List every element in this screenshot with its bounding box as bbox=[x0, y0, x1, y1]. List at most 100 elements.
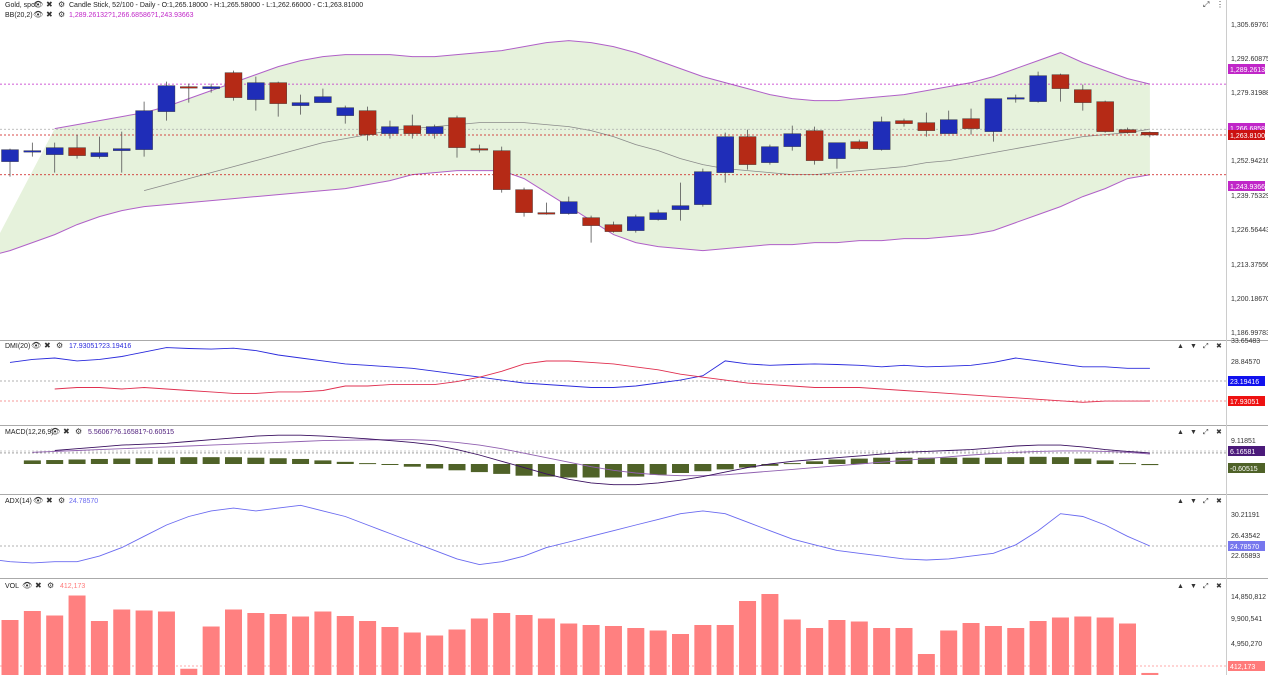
candle-body bbox=[224, 72, 243, 98]
macd-histogram-bar bbox=[68, 459, 86, 464]
volume-bar bbox=[1051, 617, 1069, 675]
axis-tick-label: 26.43542 bbox=[1231, 533, 1260, 540]
expand-icon[interactable]: ⤢ bbox=[1202, 0, 1209, 9]
pane-up-icon[interactable]: ▲ bbox=[1177, 583, 1184, 590]
eye-icon[interactable]: 👁 bbox=[33, 10, 43, 19]
macd-histogram-bar bbox=[604, 464, 622, 478]
candle-body bbox=[269, 82, 287, 104]
close-icon[interactable]: ✖ bbox=[46, 496, 53, 505]
pane-down-icon[interactable]: ▼ bbox=[1190, 583, 1197, 590]
volume-bar bbox=[984, 626, 1002, 675]
macd-histogram-bar bbox=[336, 461, 354, 464]
macd-histogram-bar bbox=[493, 464, 511, 474]
candle-body bbox=[202, 86, 220, 89]
close-icon[interactable]: ✖ bbox=[1216, 429, 1222, 436]
close-icon[interactable]: ✖ bbox=[46, 0, 53, 9]
macd-histogram-bar bbox=[1119, 463, 1136, 465]
gear-icon[interactable]: ⚙ bbox=[58, 0, 65, 9]
pane-controls: ▲ ▼ ⤢ ✖ ▲ ▼ ⤢ ✖ ▲ ▼ ⤢ ✖ ▲ ▼ ⤢ ✖ bbox=[1177, 343, 1222, 590]
eye-icon[interactable]: 👁 bbox=[33, 496, 43, 505]
macd-histogram-bar bbox=[1096, 460, 1114, 464]
candle-body bbox=[180, 86, 198, 89]
gear-icon[interactable]: ⚙ bbox=[58, 496, 65, 505]
candle-body bbox=[448, 117, 466, 148]
macd-histogram-bar bbox=[292, 458, 310, 464]
bb-label: BB(20,2) bbox=[5, 12, 33, 19]
volume-bar bbox=[582, 625, 600, 675]
dmi-plus-line bbox=[9, 347, 1150, 388]
dmi-pane[interactable] bbox=[0, 347, 1226, 403]
candle-body bbox=[761, 146, 779, 163]
gear-icon[interactable]: ⚙ bbox=[47, 581, 54, 590]
close-icon[interactable]: ✖ bbox=[46, 10, 53, 19]
volume-bar bbox=[850, 621, 868, 675]
macd-values: 5.56067?6.16581?-0.60515 bbox=[88, 429, 174, 436]
volume-bar bbox=[202, 626, 220, 675]
macd-histogram-bar bbox=[828, 459, 846, 464]
main-pane[interactable] bbox=[0, 40, 1226, 257]
gear-icon[interactable]: ⚙ bbox=[58, 10, 65, 19]
eye-icon[interactable]: 👁 bbox=[50, 427, 60, 436]
pane-up-icon[interactable]: ▲ bbox=[1177, 498, 1184, 505]
close-icon[interactable]: ✖ bbox=[1216, 343, 1222, 350]
pane-down-icon[interactable]: ▼ bbox=[1190, 429, 1197, 436]
pane-down-icon[interactable]: ▼ bbox=[1190, 343, 1197, 350]
volume-pane[interactable] bbox=[0, 594, 1226, 675]
macd-histogram-bar bbox=[1051, 457, 1069, 464]
eye-icon[interactable]: 👁 bbox=[33, 0, 43, 9]
candle-body bbox=[716, 136, 734, 173]
volume-bar bbox=[828, 620, 846, 675]
macd-histogram-bar bbox=[90, 458, 108, 464]
axis-price-badge-text: 1,243.93663 bbox=[1230, 184, 1268, 191]
gear-icon[interactable]: ⚙ bbox=[75, 427, 82, 436]
price-axis: 1,305.69761 1,292.60875 1,279.31988 1,252.9… bbox=[1228, 22, 1268, 671]
expand-icon[interactable]: ⤢ bbox=[1203, 343, 1209, 350]
candle-body bbox=[1141, 132, 1159, 136]
candle-body bbox=[493, 150, 511, 190]
pane-up-icon[interactable]: ▲ bbox=[1177, 429, 1184, 436]
close-icon[interactable]: ✖ bbox=[63, 427, 70, 436]
candle-body bbox=[694, 171, 712, 205]
pane-up-icon[interactable]: ▲ bbox=[1177, 343, 1184, 350]
volume-bar bbox=[1141, 672, 1159, 675]
volume-bar bbox=[135, 610, 153, 675]
macd-histogram-bar bbox=[537, 464, 555, 477]
pane-down-icon[interactable]: ▼ bbox=[1190, 498, 1197, 505]
dmi-minus-line bbox=[54, 360, 1150, 403]
macd-histogram-bar bbox=[716, 464, 734, 470]
macd-histogram-bar bbox=[917, 457, 935, 464]
macd-line bbox=[54, 434, 1150, 486]
volume-bar bbox=[806, 628, 824, 675]
dmi-legend: DMI(20) 👁 ✖ ⚙ 17.93051?23.19416 bbox=[5, 341, 131, 350]
macd-histogram-bar bbox=[940, 457, 958, 464]
macd-pane[interactable] bbox=[0, 434, 1226, 486]
expand-icon[interactable]: ⤢ bbox=[1203, 429, 1209, 436]
volume-bar bbox=[1007, 628, 1025, 675]
eye-icon[interactable]: 👁 bbox=[22, 581, 32, 590]
close-icon[interactable]: ✖ bbox=[1216, 498, 1222, 505]
volume-bar bbox=[403, 632, 421, 675]
expand-icon[interactable]: ⤢ bbox=[1203, 583, 1209, 590]
candle-body bbox=[403, 125, 421, 134]
candle-body bbox=[291, 102, 310, 106]
volume-bar bbox=[873, 628, 891, 675]
close-icon[interactable]: ✖ bbox=[35, 581, 42, 590]
bollinger-middle-line bbox=[143, 122, 1150, 191]
gear-icon[interactable]: ⚙ bbox=[56, 341, 63, 350]
dmi-values: 17.93051?23.19416 bbox=[69, 343, 131, 350]
axis-tick-label: 9,900,541 bbox=[1231, 616, 1262, 623]
macd-histogram-bar bbox=[448, 464, 466, 471]
candle-body bbox=[560, 201, 578, 214]
close-icon[interactable]: ✖ bbox=[1216, 583, 1222, 590]
candle-body bbox=[537, 212, 556, 215]
axis-price-badge bbox=[1228, 181, 1265, 191]
close-icon[interactable]: ✖ bbox=[44, 341, 51, 350]
more-icon[interactable]: ⋮ bbox=[1216, 0, 1224, 9]
eye-icon[interactable]: 👁 bbox=[31, 341, 41, 350]
candle-body bbox=[515, 189, 533, 213]
macd-label: MACD(12,26,9) bbox=[5, 429, 54, 436]
candle-body bbox=[962, 118, 980, 129]
adx-pane[interactable] bbox=[0, 504, 1226, 566]
axis-tick-label: 22.65893 bbox=[1231, 553, 1260, 560]
expand-icon[interactable]: ⤢ bbox=[1203, 498, 1209, 505]
